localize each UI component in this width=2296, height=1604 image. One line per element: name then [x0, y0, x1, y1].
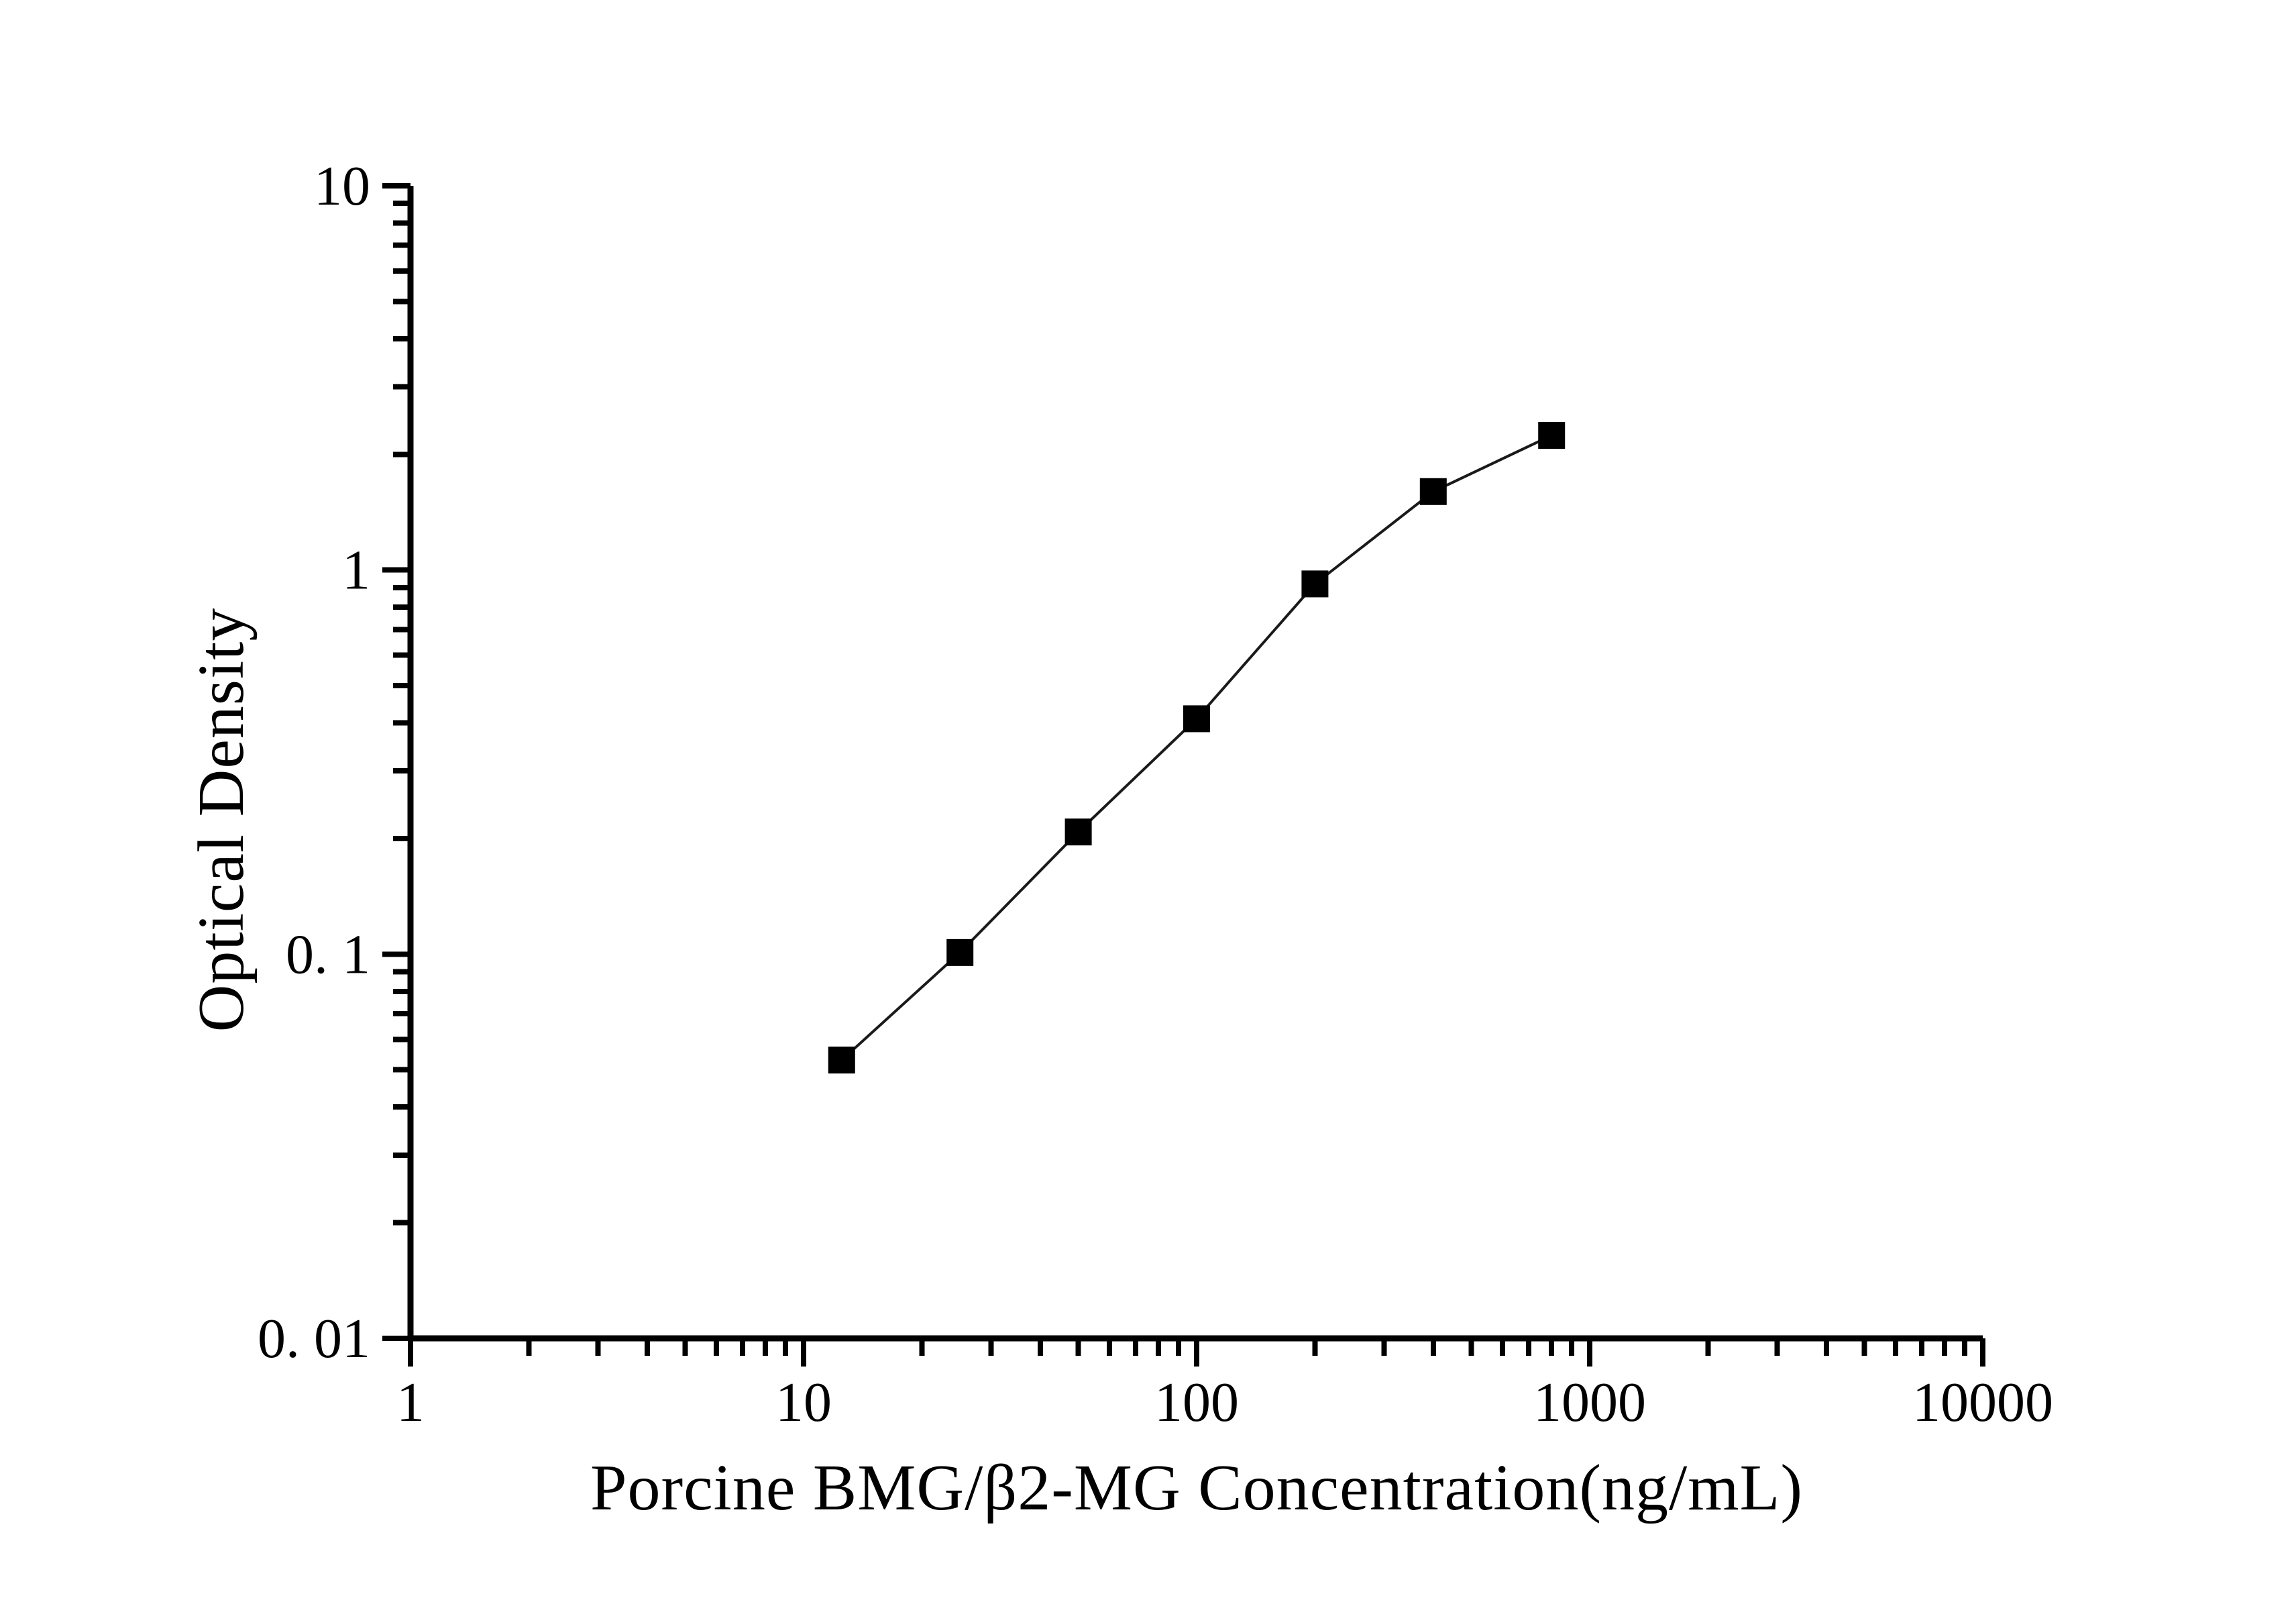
x-tick-label: 100: [1154, 1371, 1239, 1434]
data-point-marker: [1301, 570, 1329, 598]
y-tick-label: 0. 01: [258, 1307, 370, 1370]
data-point-marker: [946, 939, 974, 966]
y-tick-label: 0. 1: [286, 923, 370, 985]
x-tick-label: 1000: [1533, 1371, 1646, 1434]
x-tick-label: 1: [396, 1371, 425, 1434]
data-point-marker: [1538, 422, 1566, 449]
x-axis-title: Porcine BMG/β2-MG Concentration(ng/mL): [590, 1452, 1804, 1524]
y-tick-label: 10: [314, 155, 370, 217]
y-axis-title: Optical Density: [185, 607, 258, 1032]
y-tick-label: 1: [342, 539, 370, 602]
data-point-marker: [1064, 818, 1092, 846]
x-tick-label: 10: [775, 1371, 832, 1434]
data-point-marker: [828, 1047, 855, 1074]
series-line: [840, 434, 1553, 1061]
x-tick-label: 10000: [1912, 1371, 2053, 1434]
data-point-marker: [1183, 705, 1210, 733]
data-point-marker: [1419, 478, 1447, 505]
